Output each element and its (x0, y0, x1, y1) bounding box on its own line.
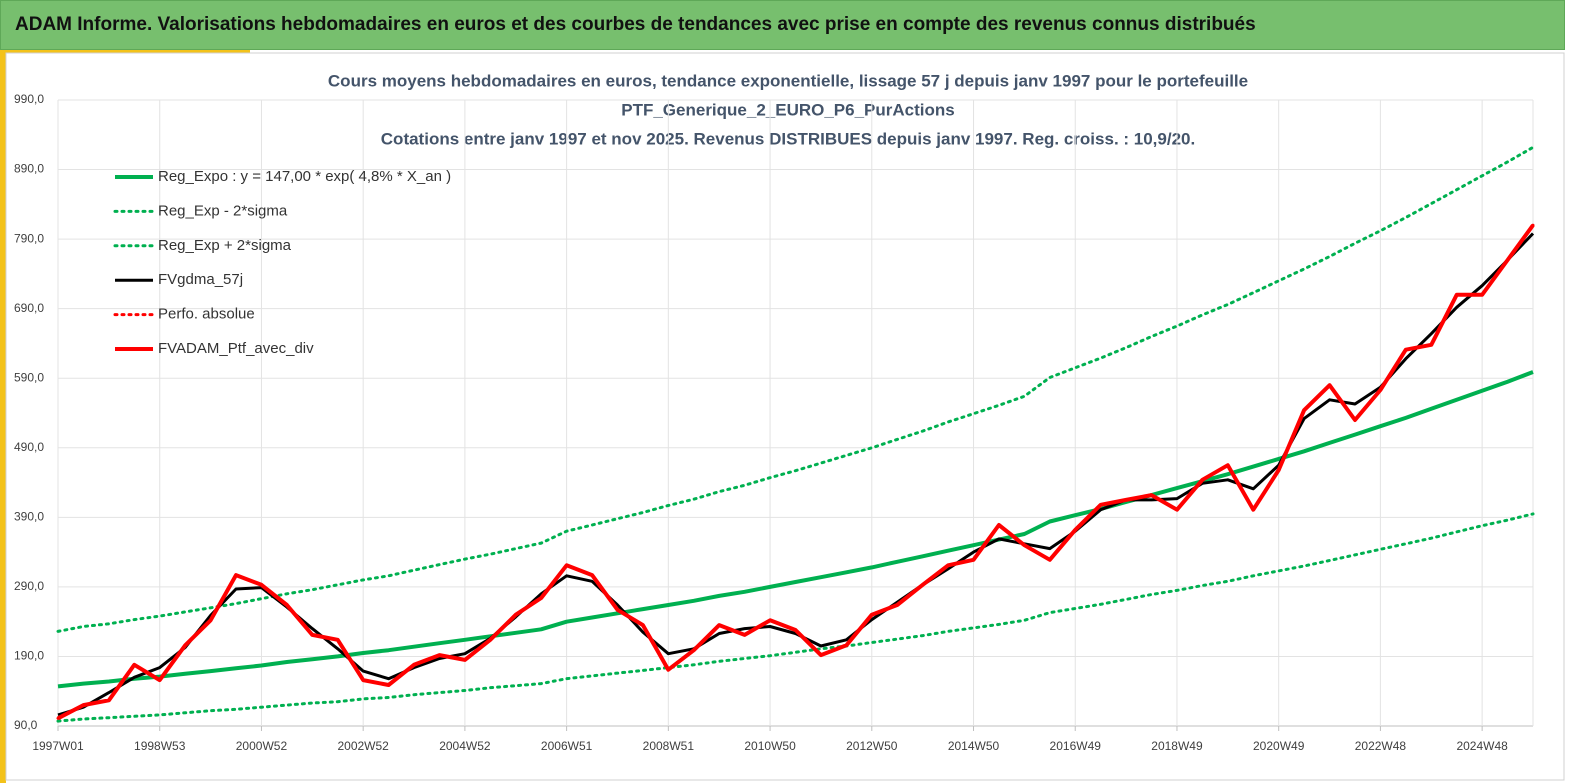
x-tick-label: 2008W51 (643, 739, 695, 753)
chart-title: Cours moyens hebdomadaires en euros, ten… (328, 71, 1248, 90)
x-tick-label: 1998W53 (134, 739, 186, 753)
x-tick-label: 2024W48 (1456, 739, 1508, 753)
x-tick-label: 2016W49 (1050, 739, 1102, 753)
accent-bar (0, 50, 250, 53)
y-tick-label: 390,0 (14, 510, 44, 524)
x-tick-label: 2002W52 (337, 739, 389, 753)
x-tick-label: 2014W50 (948, 739, 1000, 753)
header-title: ADAM Informe. Valorisations hebdomadaire… (15, 14, 1256, 35)
y-tick-label: 590,0 (14, 370, 44, 384)
x-tick-label: 1997W01 (32, 739, 84, 753)
legend-label: Reg_Exp - 2*sigma (158, 202, 288, 219)
y-tick-label: 890,0 (14, 162, 44, 176)
y-tick-label: 190,0 (14, 649, 44, 663)
y-tick-label: 90,0 (14, 718, 38, 732)
series-line (56, 512, 1535, 723)
chart-title: PTF_Generique_2_EURO_P6_PurActions (621, 100, 955, 119)
legend-label: Perfo. absolue (158, 306, 255, 323)
legend-label: Reg_Expo : y = 147,00 * exp( 4,8% * X_an… (158, 168, 451, 185)
x-tick-label: 2000W52 (236, 739, 288, 753)
y-tick-label: 990,0 (14, 92, 44, 106)
header-bar: ADAM Informe. Valorisations hebdomadaire… (0, 0, 1565, 50)
legend-label: FVADAM_Ptf_avec_div (158, 340, 314, 357)
legend-label: FVgdma_57j (158, 271, 243, 288)
x-tick-label: 2018W49 (1151, 739, 1203, 753)
x-tick-label: 2010W50 (744, 739, 796, 753)
series-line (56, 145, 1535, 633)
x-tick-label: 2004W52 (439, 739, 491, 753)
accent-bar (0, 50, 6, 783)
series-line (57, 370, 1534, 689)
chart-title: Cotations entre janv 1997 et nov 2025. R… (381, 129, 1195, 148)
x-tick-label: 2012W50 (846, 739, 898, 753)
chart-frame (5, 52, 1565, 781)
series-line (57, 224, 1535, 721)
x-tick-label: 2020W49 (1253, 739, 1305, 753)
legend-label: Reg_Exp + 2*sigma (158, 237, 292, 254)
y-tick-label: 790,0 (14, 231, 44, 245)
x-tick-label: 2006W51 (541, 739, 593, 753)
x-tick-label: 2022W48 (1355, 739, 1407, 753)
y-tick-label: 290,0 (14, 579, 44, 593)
series-line (57, 232, 1535, 717)
y-tick-label: 690,0 (14, 301, 44, 315)
y-tick-label: 490,0 (14, 440, 44, 454)
